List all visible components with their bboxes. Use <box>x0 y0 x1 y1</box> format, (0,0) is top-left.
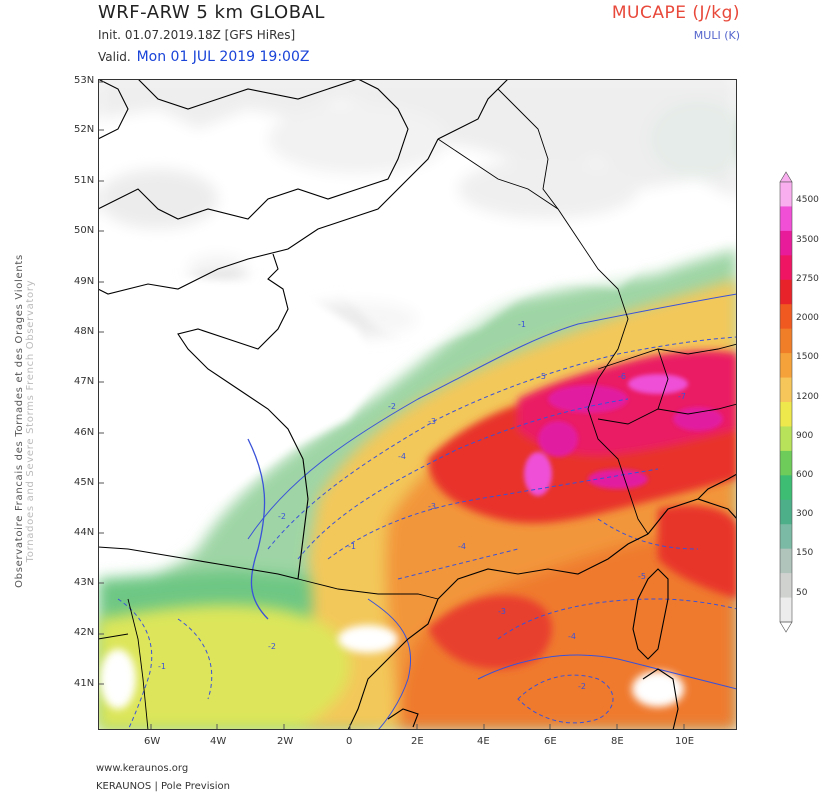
footer-url: www.keraunos.org <box>96 763 189 774</box>
lat-label: 44N <box>74 527 95 538</box>
country-borders <box>98 88 737 730</box>
colorbar-label: 600 <box>796 470 814 480</box>
colorbar-swatch <box>780 304 792 330</box>
contour-label: -7 <box>678 392 686 401</box>
colorbar-label: 3500 <box>796 235 819 245</box>
contour-label: -2 <box>268 642 276 651</box>
colorbar-swatch <box>780 230 792 256</box>
colorbar <box>779 171 793 633</box>
observatory-name-fr: Observatoire Francais des Tornades et de… <box>14 254 25 588</box>
contour-label: -2 <box>278 512 286 521</box>
lat-label: 41N <box>74 678 95 689</box>
colorbar-swatch <box>780 524 792 550</box>
colorbar-swatch <box>780 475 792 501</box>
contour-label: -3 <box>428 417 436 426</box>
colorbar-label: 50 <box>796 588 808 598</box>
lat-label: 52N <box>74 124 95 135</box>
lon-label: 10E <box>675 736 695 747</box>
lat-label: 49N <box>74 276 95 287</box>
lat-label: 51N <box>74 175 95 186</box>
variable-contour-label: MULI (K) <box>693 29 740 42</box>
contour-label: -5 <box>538 372 546 381</box>
contour-label: -1 <box>518 320 526 329</box>
contour-label: -2 <box>388 402 396 411</box>
contour-labels: -1 -2 -3 -4 -5 -6 -7 -1 -2 -3 -4 -2 -1 -… <box>158 320 686 691</box>
lon-label: 8E <box>611 736 624 747</box>
lat-label: 53N <box>74 75 95 86</box>
colorbar-label: 2750 <box>796 274 819 284</box>
colorbar-label: 900 <box>796 431 814 441</box>
lon-label: 0 <box>346 736 353 747</box>
variable-main-label: MUCAPE (J/kg) <box>611 3 740 23</box>
forecast-map: -1 -2 -3 -4 -5 -6 -7 -1 -2 -3 -4 -2 -1 -… <box>98 79 737 730</box>
lat-label: 43N <box>74 577 95 588</box>
lat-label: 50N <box>74 225 95 236</box>
lat-label: 42N <box>74 627 95 638</box>
colorbar-swatch <box>780 426 792 452</box>
colorbar-swatch <box>780 499 792 525</box>
contour-label: -5 <box>638 572 646 581</box>
colorbar-label: 300 <box>796 509 814 519</box>
extreme-cape-magenta-cells <box>524 374 723 496</box>
lat-label: 47N <box>74 376 95 387</box>
colorbar-swatch <box>780 255 792 281</box>
colorbar-swatch <box>780 353 792 379</box>
colorbar-label: 1200 <box>796 392 819 402</box>
colorbar-swatch <box>780 328 792 354</box>
footer-credit: KERAUNOS | Pole Prevision <box>96 781 230 792</box>
colorbar-swatch <box>780 402 792 427</box>
lat-label: 45N <box>74 477 95 488</box>
contour-label: -1 <box>158 662 166 671</box>
model-title: WRF-ARW 5 km GLOBAL <box>98 2 325 23</box>
lon-label: 4W <box>210 736 227 747</box>
map-frame <box>98 79 737 730</box>
valid-label: Valid. <box>98 50 131 64</box>
colorbar-swatch <box>780 206 792 232</box>
colorbar-swatch <box>780 450 792 476</box>
contour-label: -1 <box>348 542 356 551</box>
observatory-vertical-text: Observatoire Francais des Tornades et de… <box>14 226 36 616</box>
contour-label: -4 <box>568 632 576 641</box>
lat-label: 46N <box>74 427 95 438</box>
contour-label: -6 <box>618 372 626 381</box>
observatory-name-en: Tornadoes and Severe Storms French Obser… <box>25 279 36 563</box>
colorbar-top-arrow <box>779 171 793 183</box>
colorbar-swatch <box>780 377 792 403</box>
colorbar-bottom-arrow <box>779 621 793 633</box>
colorbar-frame <box>779 181 793 623</box>
lon-label: 2W <box>277 736 294 747</box>
colorbar-label: 2000 <box>796 313 819 323</box>
colorbar-label: 150 <box>796 548 814 558</box>
lon-label: 2E <box>411 736 424 747</box>
colorbar-swatch <box>780 548 792 574</box>
colorbar-swatch <box>780 573 792 599</box>
colorbar-swatch <box>780 279 792 305</box>
coastlines <box>98 79 737 730</box>
lon-label: 6W <box>144 736 161 747</box>
lat-label: 48N <box>74 326 95 337</box>
null-cape-white-patches <box>98 79 737 709</box>
colorbar-label: 1500 <box>796 352 819 362</box>
init-line: Init. 01.07.2019.18Z [GFS HiRes] <box>98 28 296 42</box>
colorbar-swatch <box>780 182 792 207</box>
contour-label: -2 <box>578 682 586 691</box>
colorbar-swatch <box>780 597 792 623</box>
contour-label: -4 <box>458 542 466 551</box>
contour-label: -3 <box>498 607 506 616</box>
contour-label: -4 <box>398 452 406 461</box>
lon-label: 6E <box>544 736 557 747</box>
contour-label: -3 <box>428 502 436 511</box>
lon-label: 4E <box>477 736 490 747</box>
valid-row: Valid. Mon 01 JUL 2019 19:00Z <box>98 49 309 65</box>
valid-date: Mon 01 JUL 2019 19:00Z <box>136 49 310 65</box>
colorbar-label: 4500 <box>796 195 819 205</box>
muli-contours <box>117 293 737 730</box>
